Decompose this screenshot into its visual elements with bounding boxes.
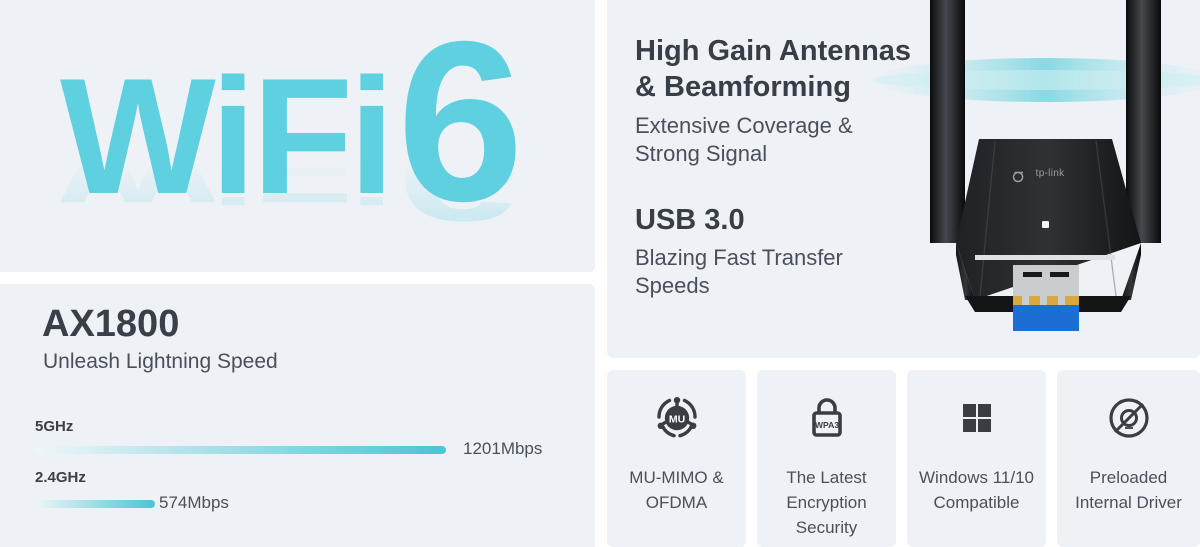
svg-text:WPA3: WPA3 xyxy=(815,420,839,430)
svg-text:MU: MU xyxy=(668,413,684,425)
svg-text:WiFi: WiFi xyxy=(60,128,391,220)
svg-text:6: 6 xyxy=(397,128,524,228)
